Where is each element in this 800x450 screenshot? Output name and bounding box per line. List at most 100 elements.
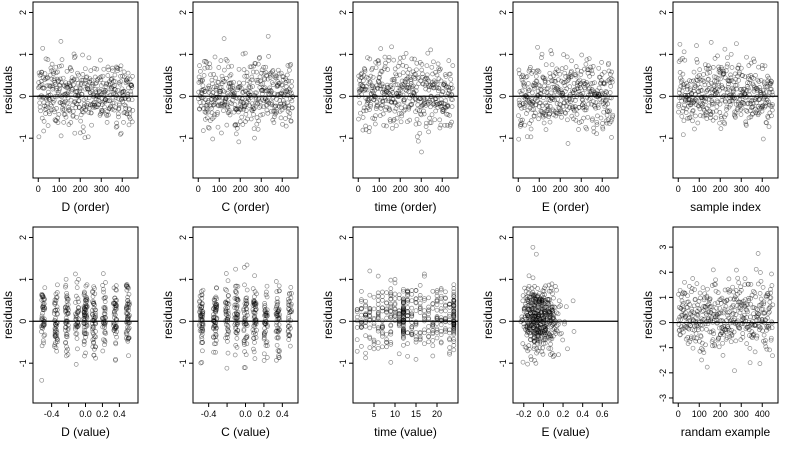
data-point — [544, 108, 549, 114]
data-point — [714, 314, 720, 320]
data-point — [197, 298, 202, 304]
data-point — [761, 338, 766, 344]
y-axis-label: residuals — [161, 291, 175, 339]
data-point — [97, 75, 102, 81]
data-point — [55, 115, 61, 121]
data-point — [234, 303, 240, 308]
data-point — [367, 79, 373, 84]
data-point — [763, 338, 768, 343]
data-point — [212, 112, 217, 118]
data-point — [234, 312, 240, 317]
data-point — [241, 104, 247, 110]
data-point — [223, 317, 229, 323]
data-point — [770, 302, 776, 308]
data-point — [570, 298, 576, 304]
data-point — [225, 323, 231, 328]
data-point — [536, 329, 542, 335]
data-point — [532, 313, 538, 319]
data-point — [447, 88, 452, 94]
data-point — [250, 302, 256, 308]
x-tick-label: 300 — [94, 184, 109, 194]
data-point — [287, 310, 292, 316]
data-point — [356, 73, 362, 79]
data-point — [380, 98, 385, 104]
data-point — [40, 301, 46, 307]
data-point — [539, 103, 545, 109]
data-point — [681, 307, 687, 313]
data-point — [224, 288, 229, 293]
data-point — [526, 346, 532, 352]
data-point — [81, 129, 86, 134]
data-point — [129, 119, 135, 125]
data-point — [525, 303, 531, 309]
data-point — [732, 308, 738, 313]
data-point — [54, 304, 60, 310]
data-point — [52, 79, 58, 85]
data-point — [371, 337, 377, 343]
data-point — [50, 86, 55, 92]
data-point — [375, 326, 381, 332]
data-point — [451, 298, 457, 303]
data-point — [761, 96, 766, 102]
data-point — [430, 321, 436, 327]
data-point — [708, 316, 714, 322]
data-point — [93, 321, 98, 327]
data-point — [692, 97, 698, 102]
data-point — [252, 302, 257, 308]
data-point — [199, 360, 205, 365]
data-point — [375, 293, 381, 299]
data-point — [237, 84, 243, 89]
data-point — [82, 66, 88, 72]
data-point — [371, 342, 377, 347]
data-point — [537, 91, 543, 96]
data-point — [396, 101, 402, 107]
data-point — [405, 330, 410, 335]
data-point — [53, 118, 59, 123]
data-point — [711, 74, 717, 80]
data-point — [274, 310, 280, 316]
data-point — [702, 291, 708, 297]
data-point — [226, 108, 232, 113]
data-point — [384, 315, 389, 321]
data-point — [749, 98, 755, 103]
data-point — [270, 117, 276, 123]
data-point — [112, 309, 117, 315]
data-point — [685, 341, 691, 346]
data-point — [63, 349, 69, 354]
data-point — [707, 296, 713, 302]
data-point — [556, 352, 561, 358]
data-point — [280, 88, 286, 94]
data-point — [49, 68, 55, 73]
data-point — [117, 66, 123, 72]
data-point — [63, 308, 69, 314]
data-point — [113, 357, 118, 363]
data-point — [562, 89, 568, 94]
data-point — [728, 339, 734, 345]
data-point — [285, 329, 291, 335]
data-point — [199, 314, 204, 319]
data-point — [230, 89, 236, 94]
data-point — [600, 101, 606, 107]
data-point — [100, 271, 106, 276]
data-point — [690, 276, 696, 281]
data-point — [53, 326, 58, 332]
data-point — [200, 128, 206, 133]
data-point — [39, 293, 45, 298]
data-point — [545, 106, 551, 111]
data-point — [74, 88, 80, 94]
data-point — [535, 325, 541, 331]
data-point — [757, 324, 763, 330]
x-tick-label: 200 — [393, 184, 408, 194]
data-point — [436, 66, 442, 71]
data-point — [686, 315, 691, 321]
data-point — [768, 78, 774, 84]
data-point — [109, 84, 114, 90]
data-point — [384, 340, 389, 345]
data-point — [518, 123, 523, 129]
data-point — [750, 81, 756, 87]
data-point — [414, 84, 419, 90]
data-point — [539, 297, 545, 303]
data-point — [417, 306, 423, 312]
data-point — [518, 91, 524, 96]
data-point — [727, 95, 733, 100]
